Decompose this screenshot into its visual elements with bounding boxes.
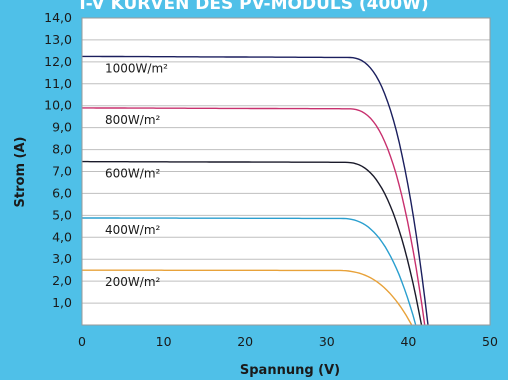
x-tick-label: 0: [78, 334, 86, 349]
series-label: 200W/m²: [105, 275, 161, 289]
series-line: [82, 55, 429, 326]
y-tick-label: 8,0: [52, 142, 72, 157]
y-tick-label: 2,0: [52, 273, 72, 288]
y-tick-label: 6,0: [52, 185, 72, 200]
series-label: 600W/m²: [105, 167, 161, 181]
x-tick-label: 50: [482, 334, 498, 349]
x-tick-label: 30: [319, 334, 335, 349]
series-label: 1000W/m²: [105, 61, 168, 75]
x-tick-label: 40: [400, 334, 416, 349]
y-tick-label: 7,0: [52, 164, 72, 179]
y-tick-label: 9,0: [52, 120, 72, 135]
curves: [82, 55, 429, 326]
y-tick-label: 10,0: [44, 98, 72, 113]
x-tick-label: 20: [237, 334, 253, 349]
y-tick-label: 12,0: [44, 54, 72, 69]
series-line: [82, 107, 426, 326]
curve-labels: 1000W/m² 800W/m² 600W/m² 400W/m² 200W/m²: [105, 61, 168, 289]
series-label: 400W/m²: [105, 223, 161, 237]
chart-title: I-V KURVEN DES PV-MODULS (400W): [79, 0, 428, 14]
y-tick-label: 14,0: [44, 10, 72, 25]
series-line: [82, 217, 417, 326]
x-tick-label: 10: [156, 334, 172, 349]
series-label: 800W/m²: [105, 113, 161, 127]
x-axis-ticks: 0 10 20 30 40 50: [78, 334, 498, 349]
y-tick-label: 13,0: [44, 32, 72, 47]
plot-border: [81, 17, 491, 326]
y-tick-label: 11,0: [44, 76, 72, 91]
y-tick-label: 5,0: [52, 207, 72, 222]
series-line: [82, 160, 423, 326]
y-tick-label: 4,0: [52, 229, 72, 244]
y-axis-label: Strom (A): [13, 137, 28, 208]
y-tick-label: 3,0: [52, 251, 72, 266]
y-tick-label: 1,0: [52, 295, 72, 310]
x-axis-label: Spannung (V): [240, 363, 340, 378]
series-line: [82, 269, 413, 326]
y-axis-ticks: 1,0 2,0 3,0 4,0 5,0 6,0 7,0 8,0 9,0 10,0 11,0 12,0 1…: [44, 10, 72, 310]
